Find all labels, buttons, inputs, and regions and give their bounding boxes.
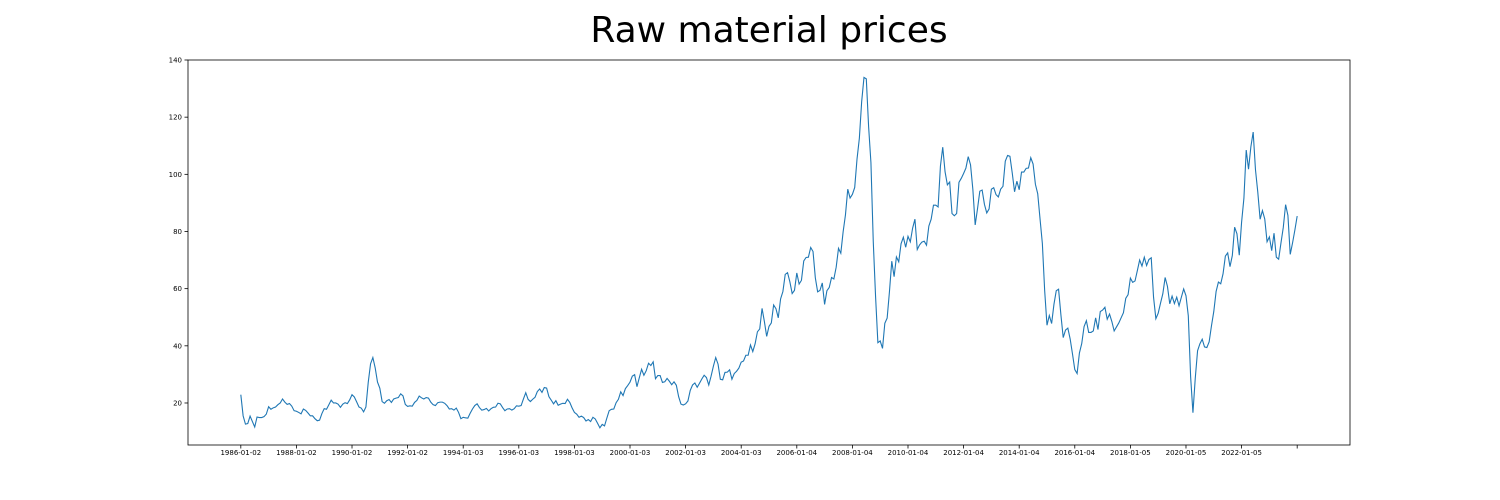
chart-title: Raw material prices [590,10,947,51]
y-tick-label: 140 [169,57,182,65]
x-tick-label: 2006-01-04 [776,449,817,457]
y-tick-label: 20 [173,399,182,407]
x-tick-label: 1998-01-03 [554,449,595,457]
x-tick-label: 1992-01-02 [387,449,428,457]
x-tick-label: 1990-01-02 [332,449,373,457]
x-tick-label: 1996-01-03 [498,449,539,457]
price-line [240,76,1298,429]
x-tick-label: 2000-01-03 [610,449,651,457]
x-tick-label: 2022-01-05 [1221,449,1262,457]
x-tick-label: 2004-01-03 [721,449,762,457]
plot-frame [187,59,1351,446]
x-tick-label: 1986-01-02 [220,449,261,457]
x-tick-label: 2012-01-04 [943,449,984,457]
x-tick-label: 1988-01-02 [276,449,317,457]
x-tick-label: 2016-01-04 [1054,449,1095,457]
x-tick-label: 2002-01-03 [665,449,706,457]
y-tick-label: 40 [173,342,182,350]
x-tick-label: 1994-01-03 [443,449,484,457]
y-tick-label: 60 [173,285,182,293]
x-tick-label: 2008-01-04 [832,449,873,457]
x-tick-label: 2010-01-04 [888,449,929,457]
y-tick-label: 80 [173,228,182,236]
y-tick-label: 120 [169,114,182,122]
x-tick-label: 2014-01-04 [999,449,1040,457]
x-tick-label: 2018-01-05 [1110,449,1151,457]
y-tick-label: 100 [169,171,182,179]
x-tick-label: 2020-01-05 [1166,449,1207,457]
